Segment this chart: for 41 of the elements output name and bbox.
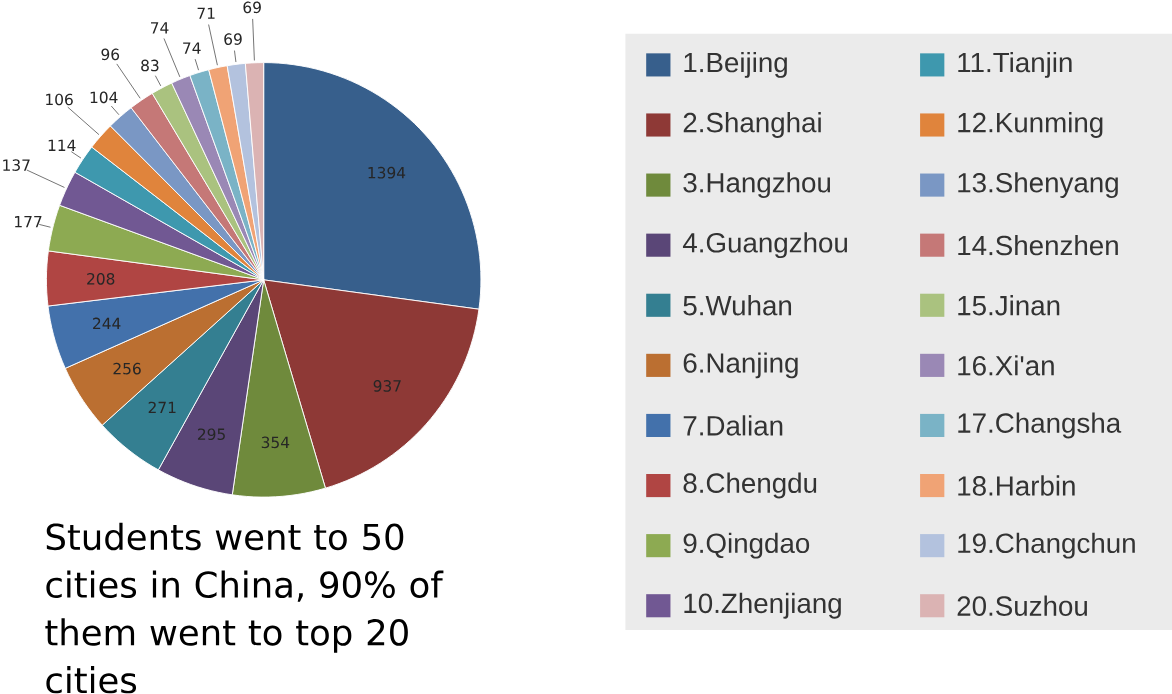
data-label: 104	[90, 91, 118, 104]
legend-label: 7.Dalian	[683, 415, 783, 436]
legend-label: 9.Qingdao	[683, 532, 810, 559]
legend-label: 5.Wuhan	[683, 295, 792, 316]
legend-label: 11.Tianjin	[958, 52, 1072, 79]
data-label: 354	[261, 436, 290, 449]
legend-label: 4.Guangzhou	[682, 232, 848, 259]
legend-label: 13.Shenyang	[958, 172, 1118, 199]
data-label: 937	[373, 380, 401, 392]
data-label: 83	[141, 59, 159, 72]
data-label: 96	[101, 48, 120, 61]
data-label: 1394	[368, 167, 406, 179]
data-label: 106	[46, 93, 73, 106]
data-label: 69	[224, 33, 242, 46]
legend-label: 19.Changchun	[958, 532, 1135, 559]
data-label: 69	[243, 1, 261, 14]
data-label: 208	[87, 273, 115, 285]
legend-label: 20.Suzhou	[957, 595, 1087, 617]
data-label: 114	[48, 139, 76, 152]
legend-label: 18.Harbin	[958, 475, 1075, 496]
text: Students went to 50 cities in China, 90% of them went to top 20 cities	[45, 523, 444, 694]
legend-label: 12.Kunming	[958, 112, 1103, 139]
data-label: 74	[183, 42, 201, 54]
data-label: 271	[148, 401, 176, 414]
legend-label: 8.Chengdu	[683, 472, 817, 499]
legend-label: 2.Shanghai	[683, 112, 821, 139]
legend-label: 17.Changsha	[958, 412, 1122, 439]
data-label: 177	[15, 216, 42, 228]
legend-label: 6.Nanjing	[683, 352, 798, 379]
legend-label: 1.Beijing	[684, 52, 787, 79]
legend-label: 10.Zhenjiang	[684, 593, 841, 619]
data-label: 74	[151, 22, 169, 34]
data-label: 244	[93, 317, 121, 330]
data-label: 137	[3, 159, 30, 172]
legend-label: 16.Xi'an	[958, 355, 1054, 376]
legend-label: 15.Jinan	[958, 295, 1060, 316]
data-label: 71	[197, 7, 215, 20]
data-label: 256	[113, 363, 141, 375]
data-label: 295	[197, 428, 225, 441]
legend-label: 14.Shenzhen	[958, 235, 1118, 256]
legend-label: 3.Hangzhou	[683, 172, 831, 199]
